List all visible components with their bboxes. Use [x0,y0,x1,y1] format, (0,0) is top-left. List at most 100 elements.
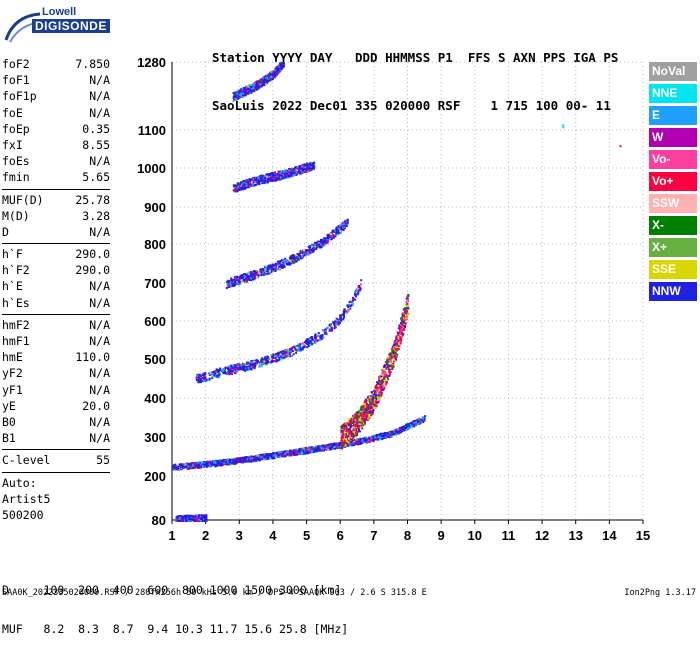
echo-point [305,252,307,254]
echo-point [222,459,224,461]
echo-point [393,358,395,360]
echo-point [287,260,289,262]
echo-point [236,279,238,281]
echo-point [272,264,274,266]
echo-point [323,243,325,245]
echo-point [256,362,258,364]
echo-point [344,430,346,432]
echo-point [264,177,266,179]
echo-point [220,465,222,467]
echo-point [246,280,248,282]
echo-point [403,328,405,330]
echo-point [358,290,360,292]
echo-point [286,453,288,455]
echo-point [395,358,397,360]
echo-point [363,418,365,420]
echo-point [368,399,370,401]
echo-point [380,378,382,380]
echo-point [339,224,341,226]
echo-point [268,272,270,274]
echo-point [287,355,289,357]
echo-point [361,440,363,442]
echo-point [287,264,289,266]
echo-point [367,412,369,414]
echo-point [193,467,195,469]
echo-point [357,413,359,415]
echo-point [403,321,405,323]
echo-point [289,353,291,355]
echo-point [280,260,282,262]
y-tick-label: 700 [144,276,166,291]
x-tick-label: 12 [535,528,549,543]
echo-point [356,418,358,420]
echo-point [270,266,272,268]
echo-point [372,397,374,399]
echo-point [225,372,227,374]
echo-point [273,457,275,459]
echo-point [274,266,276,268]
echo-point [398,348,400,350]
echo-point [398,342,400,344]
echo-point [386,368,388,370]
echo-point [209,466,211,468]
echo-point [264,458,266,460]
echo-point [312,167,314,169]
echo-point [417,421,419,423]
echo-point [241,281,243,283]
echo-point [347,423,349,425]
echo-point [268,265,270,267]
echo-point [315,338,317,340]
x-tick-label: 2 [202,528,209,543]
echo-point [280,351,282,353]
echo-point [324,241,326,243]
echo-point [355,434,357,436]
echo-point [258,366,260,368]
echo-point [381,381,383,383]
echo-point [379,383,381,385]
echo-point [374,397,376,399]
echo-point [262,175,264,177]
echo-point [323,337,325,339]
echo-point [326,327,328,329]
echo-point [338,444,340,446]
echo-point [223,368,225,370]
echo-point [342,314,344,316]
echo-point [280,451,282,453]
echo-point [312,448,314,450]
echo-point [185,466,187,468]
echo-point [320,447,322,449]
echo-point [365,400,367,402]
echo-point [322,445,324,447]
echo-point [405,301,407,303]
echo-point [274,172,276,174]
echo-point [346,443,348,445]
echo-point [275,355,277,357]
y-tick-label: 1100 [138,123,166,138]
echo-point [214,375,216,377]
echo-point [386,364,388,366]
echo-point [394,360,396,362]
echo-point [342,446,344,448]
echo-point [312,247,314,249]
echo-point [356,443,358,445]
echo-point [333,237,335,239]
echo-point [350,425,352,427]
echo-point [386,375,388,377]
echo-point [195,463,197,465]
echo-point [366,440,368,442]
echo-point [370,439,372,441]
echo-point [235,188,237,190]
echo-point [375,387,377,389]
echo-point [279,456,281,458]
echo-point [276,455,278,457]
echo-point [383,365,385,367]
y-tick-label: 200 [144,469,166,484]
echo-point [330,327,332,329]
echo-point [274,174,276,176]
echo-point [282,177,284,179]
echo-point [292,450,294,452]
echo-point [278,266,280,268]
echo-point [398,332,400,334]
echo-point [366,410,368,412]
echo-point [383,435,385,437]
